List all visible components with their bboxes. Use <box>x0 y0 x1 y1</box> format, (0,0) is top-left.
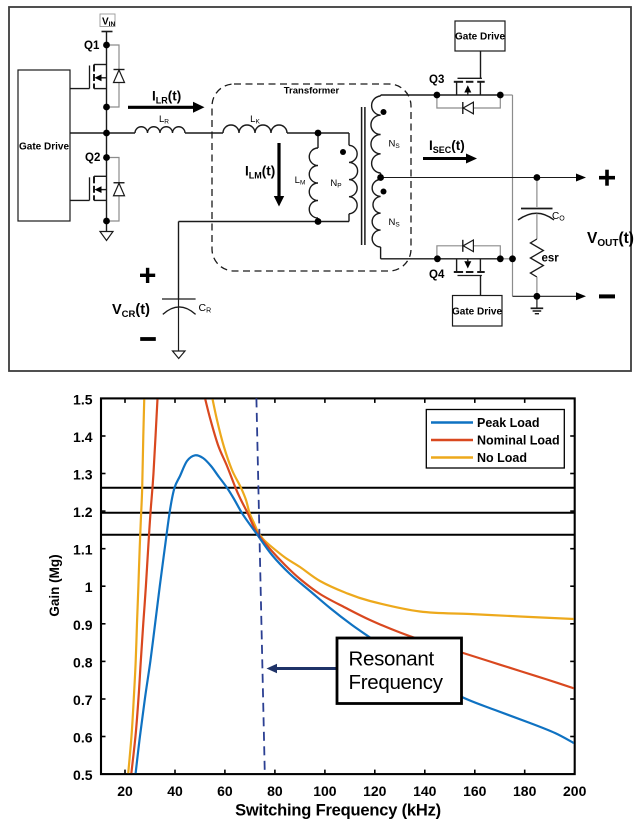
svg-text:Q4: Q4 <box>429 269 445 281</box>
svg-text:NS: NS <box>389 139 401 151</box>
svg-text:Switching Frequency (kHz): Switching Frequency (kHz) <box>235 802 441 820</box>
svg-text:VCR(t): VCR(t) <box>112 302 150 320</box>
svg-text:1.2: 1.2 <box>73 504 93 520</box>
svg-text:Gain (Mg): Gain (Mg) <box>47 554 62 616</box>
svg-text:0.5: 0.5 <box>73 767 93 783</box>
svg-text:40: 40 <box>167 783 183 799</box>
svg-text:Frequency: Frequency <box>349 671 444 694</box>
svg-text:Gate Drive: Gate Drive <box>452 307 502 318</box>
svg-text:1.4: 1.4 <box>73 429 93 445</box>
svg-text:Q3: Q3 <box>429 74 444 86</box>
svg-text:esr: esr <box>542 253 560 265</box>
svg-text:200: 200 <box>563 783 587 799</box>
svg-text:1: 1 <box>85 579 93 595</box>
svg-text:Resonant: Resonant <box>349 648 435 671</box>
svg-text:0.6: 0.6 <box>73 730 93 746</box>
svg-text:20: 20 <box>117 783 133 799</box>
svg-text:Q2: Q2 <box>85 152 100 164</box>
svg-text:No Load: No Load <box>477 451 527 465</box>
svg-text:LM: LM <box>295 175 306 187</box>
svg-text:Gate Drive: Gate Drive <box>19 142 69 153</box>
svg-text:Q1: Q1 <box>84 40 100 52</box>
svg-text:1.5: 1.5 <box>73 391 93 407</box>
svg-text:NS: NS <box>389 217 401 229</box>
svg-text:VIN: VIN <box>102 17 115 29</box>
svg-text:100: 100 <box>313 783 337 799</box>
svg-text:120: 120 <box>363 783 387 799</box>
svg-text:180: 180 <box>513 783 537 799</box>
svg-text:Nominal Load: Nominal Load <box>477 434 560 448</box>
svg-text:Peak Load: Peak Load <box>477 416 540 430</box>
svg-text:NP: NP <box>330 178 341 190</box>
svg-text:160: 160 <box>463 783 487 799</box>
svg-text:0.8: 0.8 <box>73 654 93 670</box>
svg-text:Gate Drive: Gate Drive <box>455 32 505 43</box>
svg-text:80: 80 <box>267 783 283 799</box>
svg-text:60: 60 <box>217 783 233 799</box>
svg-text:Transformer: Transformer <box>284 86 340 97</box>
svg-text:LR: LR <box>159 114 169 126</box>
svg-text:140: 140 <box>413 783 437 799</box>
svg-text:1.3: 1.3 <box>73 467 93 483</box>
svg-text:LK: LK <box>250 114 260 126</box>
svg-text:0.9: 0.9 <box>73 617 93 633</box>
svg-text:1.1: 1.1 <box>73 542 93 558</box>
svg-text:CO: CO <box>552 211 565 223</box>
svg-text:0.7: 0.7 <box>73 692 93 708</box>
